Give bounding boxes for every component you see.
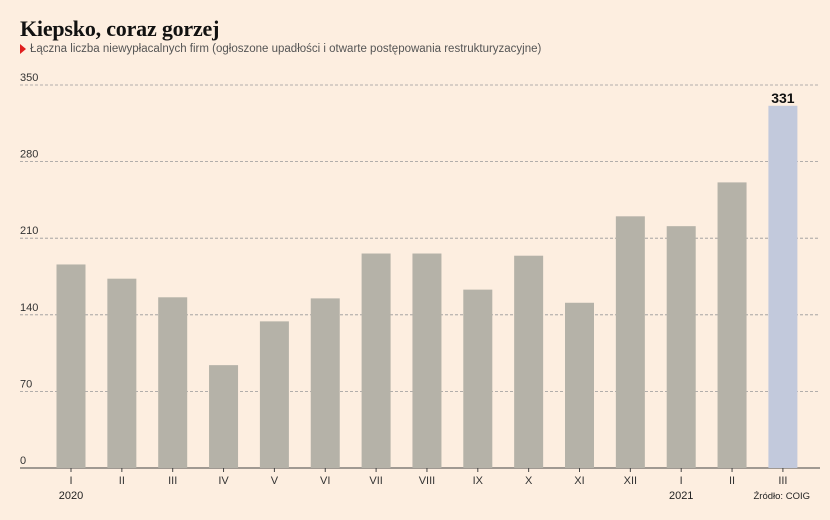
bar <box>107 278 137 468</box>
y-tick-label: 70 <box>20 378 32 390</box>
x-tick-label: XI <box>574 475 584 487</box>
bar <box>463 289 493 468</box>
year-label: 2020 <box>59 490 83 502</box>
bar <box>666 226 696 468</box>
chart-subtitle: Łączna liczba niewypłacalnych firm (ogło… <box>20 43 541 55</box>
x-tick-label: IX <box>473 475 484 487</box>
bar <box>259 321 289 468</box>
bar <box>310 298 340 468</box>
data-label: 331 <box>771 90 795 106</box>
data-labels: 331 <box>771 90 795 106</box>
bars <box>56 105 798 469</box>
bar <box>158 297 188 468</box>
y-tick-label: 280 <box>20 149 38 161</box>
y-tick-label: 140 <box>20 302 38 314</box>
bar <box>209 365 239 468</box>
bar <box>615 216 645 468</box>
x-tick-label: X <box>525 475 533 487</box>
x-tick-label: VI <box>320 475 330 487</box>
x-tick-label: II <box>119 475 125 487</box>
chart-subtitle-text: Łączna liczba niewypłacalnych firm (ogło… <box>30 43 542 55</box>
chart-title: Kiepsko, coraz gorzej <box>20 16 220 41</box>
y-axis-ticks: 0 70 140 210 280 350 <box>20 72 38 467</box>
bar <box>361 253 391 468</box>
x-tick-label: I <box>680 475 683 487</box>
bar <box>412 253 442 468</box>
x-tick-label: V <box>271 475 279 487</box>
bar <box>514 255 544 468</box>
x-tick-label: VII <box>369 475 382 487</box>
bar <box>717 182 747 469</box>
bar <box>56 264 86 468</box>
x-tick-label: I <box>69 475 72 487</box>
bar <box>768 105 798 468</box>
x-tick-label: IV <box>218 475 229 487</box>
x-tick-label: VIII <box>419 475 436 487</box>
y-tick-label: 210 <box>20 225 38 237</box>
year-label: 2021 <box>669 490 693 502</box>
year-labels: 2020 2021 <box>59 490 694 502</box>
y-tick-label: 350 <box>20 72 38 84</box>
x-tick-label: III <box>778 475 787 487</box>
x-tick-label: III <box>168 475 177 487</box>
x-axis-ticks: I II III IV V VI VII VIII IX X XI XII I II III <box>69 468 787 487</box>
red-triangle-icon <box>20 44 26 54</box>
source-note: Źródło: COIG <box>754 491 811 502</box>
bar <box>565 302 594 468</box>
x-tick-label: II <box>729 475 735 487</box>
x-tick-label: XII <box>624 475 637 487</box>
y-tick-label: 0 <box>20 455 26 467</box>
